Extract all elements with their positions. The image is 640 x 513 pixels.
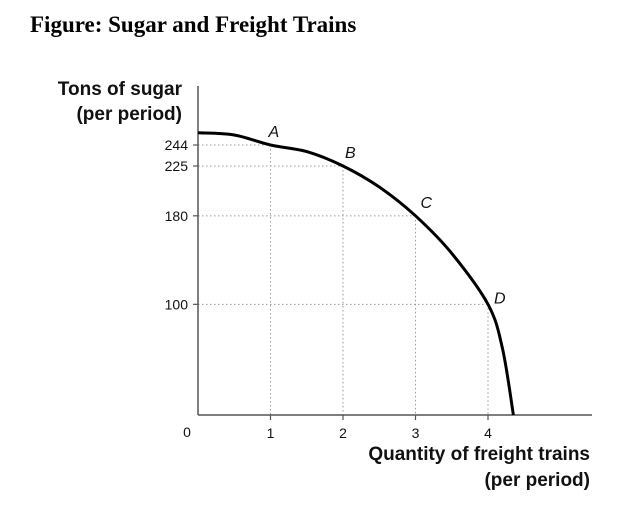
x-tick-label-3: 3 (412, 425, 420, 441)
y-axis-title-line2: (per period) (76, 104, 182, 125)
ticks: 244 225 180 100 1 2 3 4 (165, 137, 492, 441)
point-label-A: A (268, 124, 280, 141)
axes (197, 86, 592, 416)
x-axis-title-line2: (per period) (484, 470, 590, 491)
x-axis-title-line1: Quantity of freight trains (368, 444, 590, 465)
point-label-C: C (421, 195, 433, 212)
point-label-B: B (345, 145, 356, 162)
ppf-curve (197, 131, 515, 416)
y-tick-label-180: 180 (165, 208, 189, 224)
y-axis-title-line1: Tons of sugar (58, 79, 183, 100)
point-label-D: D (494, 290, 506, 307)
x-tick-label-1: 1 (267, 425, 275, 441)
figure-title: Figure: Sugar and Freight Trains (30, 12, 357, 37)
point-labels: A B C D (268, 124, 507, 307)
y-tick-label-100: 100 (165, 296, 189, 312)
x-tick-label-2: 2 (339, 425, 347, 441)
origin-label: 0 (183, 424, 191, 440)
y-tick-label-244: 244 (165, 137, 189, 153)
y-tick-label-225: 225 (165, 158, 189, 174)
x-tick-label-4: 4 (484, 425, 492, 441)
guide-lines (198, 144, 489, 415)
